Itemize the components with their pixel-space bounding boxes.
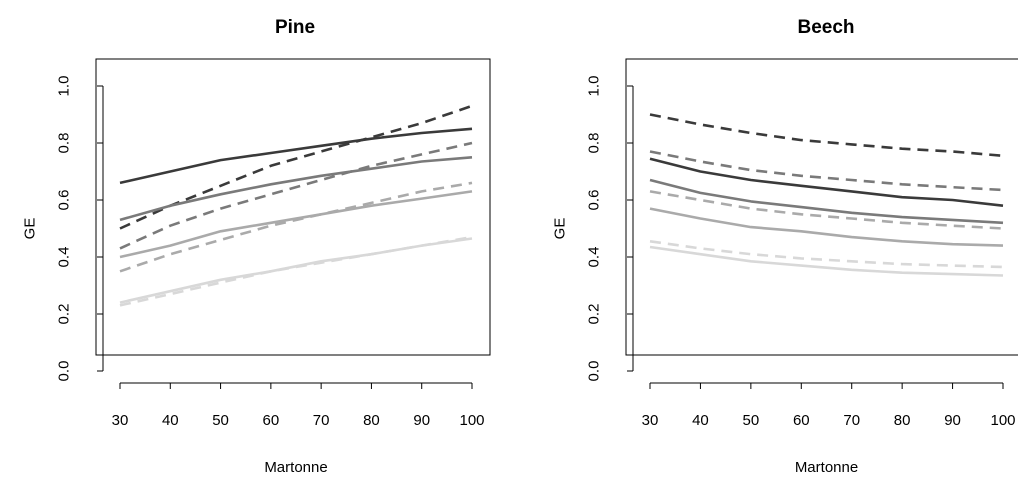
x-tick-label: 70 (843, 412, 860, 429)
series-line-7 (649, 240, 1004, 269)
chart-title: Beech (797, 17, 854, 38)
x-tick-label: 30 (112, 412, 129, 429)
y-tick-label: 1.0 (56, 76, 73, 97)
y-tick-label: 0.4 (586, 247, 603, 268)
x-tick-label: 100 (459, 412, 484, 429)
series-line-2 (649, 157, 1004, 207)
y-tick-label: 0.8 (586, 133, 603, 154)
series-line-1 (119, 127, 473, 185)
x-tick-label: 30 (642, 412, 659, 429)
series-line-5 (119, 190, 473, 259)
series-line-3 (119, 156, 473, 222)
series-line-4 (649, 178, 1004, 225)
x-tick-label: 40 (162, 412, 179, 429)
y-tick-label: 0.2 (56, 304, 73, 325)
x-tick-label: 50 (212, 412, 229, 429)
y-tick-label: 0.6 (586, 190, 603, 211)
series-line-6 (119, 181, 473, 273)
chart-panel-pine: Pine 30 40 50 60 70 80 90 100 0.0 0.2 0.4 0.6 0.8 1.0 M… (22, 17, 491, 476)
x-axis-label: Martonne (264, 459, 327, 476)
y-tick-label: 0.6 (56, 190, 73, 211)
chart-title: Pine (275, 17, 315, 38)
x-tick-label: 90 (944, 412, 961, 429)
plot-frame (95, 58, 491, 356)
y-tick-label: 0.0 (586, 361, 603, 382)
x-tick-label: 40 (692, 412, 709, 429)
x-tick-label: 80 (363, 412, 380, 429)
x-tick-label: 70 (313, 412, 330, 429)
x-axis-label: Martonne (795, 459, 858, 476)
series-line-6 (649, 207, 1004, 247)
y-axis-label: GE (552, 218, 569, 240)
y-tick-label: 0.4 (56, 247, 73, 268)
series-line-5 (649, 190, 1004, 230)
x-tick-label: 60 (263, 412, 280, 429)
series-line-3 (649, 150, 1004, 192)
series-line-2 (119, 104, 473, 230)
x-tick-label: 60 (793, 412, 810, 429)
y-tick-label: 0.2 (586, 304, 603, 325)
x-tick-label: 50 (743, 412, 760, 429)
series-line-4 (119, 141, 473, 250)
chart-panel-beech: Beech 30 40 50 60 70 80 90 100 0.0 0.2 0.4 0.6 0.8 1.0… (552, 17, 1018, 476)
y-axis-label: GE (22, 218, 39, 240)
x-tick-label: 80 (894, 412, 911, 429)
y-tick-label: 0.8 (56, 133, 73, 154)
series-line-8 (119, 235, 473, 307)
series-line-1 (649, 113, 1004, 158)
x-tick-label: 90 (413, 412, 430, 429)
y-tick-label: 1.0 (586, 76, 603, 97)
y-tick-label: 0.0 (56, 361, 73, 382)
plot-frame (625, 58, 1018, 356)
series-line-8 (649, 245, 1004, 277)
x-tick-label: 100 (990, 412, 1015, 429)
